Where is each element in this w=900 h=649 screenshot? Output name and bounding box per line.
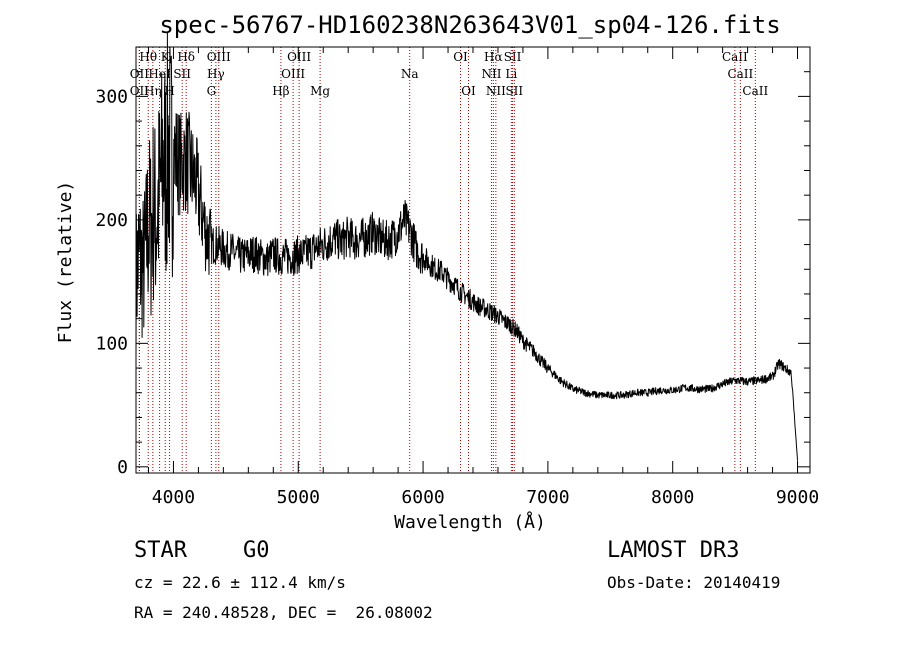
object-class: STAR bbox=[134, 538, 187, 563]
line-marker-label-13: OIII bbox=[281, 67, 305, 81]
line-marker-label-1: OII bbox=[130, 84, 150, 98]
line-marker-label-19: NII bbox=[481, 67, 501, 81]
line-marker-label-9: G bbox=[207, 84, 217, 98]
object-subclass: G0 bbox=[243, 538, 270, 563]
x-tick-label-1: 5000 bbox=[277, 487, 320, 508]
line-marker-label-24: SII bbox=[505, 84, 523, 98]
coordinates-readout: RA = 240.48528, DEC = 26.08002 bbox=[134, 603, 433, 622]
line-marker-label-27: CaII bbox=[742, 84, 768, 98]
line-marker-label-25: CaII bbox=[722, 50, 748, 64]
line-marker-label-8: Hδ bbox=[177, 50, 195, 64]
x-tick-label-2: 6000 bbox=[401, 487, 444, 508]
flux-series-line bbox=[135, 32, 798, 461]
line-marker-label-11: OIII bbox=[207, 50, 231, 64]
x-axis-label: Wavelength (Å) bbox=[394, 511, 546, 533]
line-marker-label-10: Hγ bbox=[207, 67, 225, 81]
x-tick-label-5: 9000 bbox=[776, 487, 819, 508]
y-axis-ticks: 0 100 200 300 bbox=[95, 71, 810, 478]
line-marker-label-20: Hα bbox=[484, 50, 503, 64]
line-marker-label-7: SII bbox=[173, 67, 191, 81]
x-tick-label-3: 7000 bbox=[526, 487, 569, 508]
line-marker-label-18: OI bbox=[461, 84, 476, 98]
y-tick-label-1: 100 bbox=[95, 333, 128, 354]
line-marker-label-17: OI bbox=[453, 50, 468, 64]
line-marker-label-14: OIII bbox=[287, 50, 311, 64]
series-layer bbox=[135, 32, 798, 461]
y-axis-label: Flux (relative) bbox=[55, 181, 76, 344]
x-tick-label-4: 8000 bbox=[651, 487, 694, 508]
y-tick-label-3: 300 bbox=[95, 86, 128, 107]
y-tick-label-0: 0 bbox=[117, 457, 128, 478]
survey-name: LAMOST DR3 bbox=[607, 538, 740, 563]
plot-frame bbox=[135, 46, 811, 474]
observation-date: Obs-Date: 20140419 bbox=[607, 573, 781, 592]
line-marker-label-15: Mg bbox=[310, 84, 330, 98]
line-marker-label-5: K bbox=[161, 50, 171, 64]
line-marker-label-21: NII bbox=[486, 84, 506, 98]
x-axis-ticks: 4000 5000 6000 7000 8000 9000 bbox=[147, 47, 819, 508]
chart-title: spec-56767-HD160238N263643V01_sp04-126.f… bbox=[159, 11, 780, 39]
line-marker-label-26: CaII bbox=[727, 67, 753, 81]
line-marker-label-12: Hβ bbox=[272, 84, 289, 98]
line-marker-label-16: Na bbox=[401, 67, 419, 81]
line-marker-label-23: SII bbox=[504, 50, 522, 64]
redshift-readout: cz = 22.6 ± 112.4 km/s bbox=[134, 573, 346, 592]
y-tick-label-2: 200 bbox=[95, 210, 128, 231]
line-marker-label-3: Hη bbox=[144, 84, 162, 98]
x-tick-label-0: 4000 bbox=[152, 487, 195, 508]
line-marker-label-22: Li bbox=[505, 67, 517, 81]
